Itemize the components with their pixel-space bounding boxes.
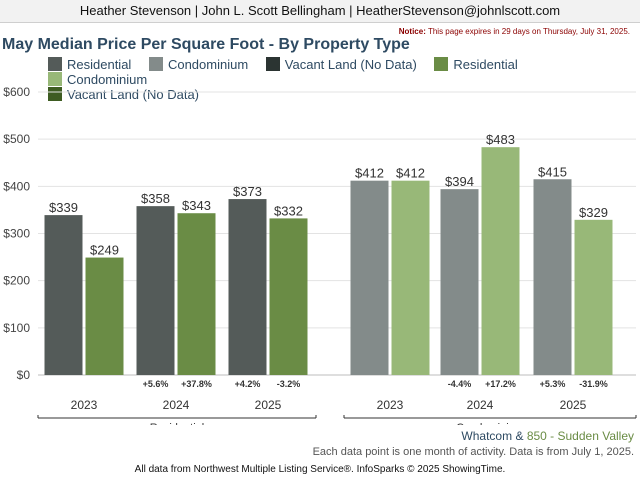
change-label: +17.2% — [485, 379, 516, 389]
bar-area — [440, 189, 479, 375]
change-label: -3.2% — [277, 379, 301, 389]
legend-label: Residential — [67, 57, 132, 72]
region-area-name: Whatcom — [461, 429, 513, 443]
bar-value-label: $343 — [182, 198, 211, 213]
group-label: Condominium — [456, 422, 524, 425]
chart-title: May Median Price Per Square Foot - By Pr… — [2, 36, 410, 53]
bar-value-label: $412 — [396, 166, 425, 181]
change-label: +5.3% — [540, 379, 566, 389]
region-sub-area-name: 850 - Sudden Valley — [526, 429, 634, 443]
legend-item-area-condominium: Condominium — [148, 57, 249, 72]
legend-swatch — [434, 57, 449, 71]
bar-area — [228, 199, 267, 375]
legend-item-area-vacant-land: Vacant Land (No Data) — [265, 57, 417, 72]
change-label: -31.9% — [579, 379, 608, 389]
notice-label: Notice: — [398, 27, 426, 36]
bar-area — [44, 215, 83, 375]
x-year-label: 2024 — [467, 398, 494, 412]
legend-swatch — [48, 57, 62, 71]
bar-value-label: $415 — [538, 164, 567, 179]
x-year-label: 2023 — [71, 398, 98, 412]
notice-text: This page expires in 29 days on Thursday… — [427, 27, 630, 36]
legend-item-area-residential: Residential — [48, 57, 131, 72]
bar-value-label: $339 — [49, 200, 78, 215]
bar-value-label: $249 — [90, 243, 119, 258]
group-label: Residential — [150, 422, 204, 425]
legend-label: Condominium — [67, 72, 148, 87]
bar-value-label: $329 — [579, 205, 608, 220]
bar-sub — [85, 257, 124, 375]
y-tick-label: $600 — [3, 85, 30, 99]
legend-item-sub-residential: Residential — [434, 57, 518, 72]
legend-swatch — [48, 72, 62, 86]
y-tick-label: $100 — [3, 321, 30, 335]
bar-sub — [574, 219, 613, 375]
y-tick-label: $0 — [17, 368, 31, 382]
region-separator: & — [515, 429, 524, 443]
x-year-label: 2025 — [560, 398, 587, 412]
legend-item-sub-condominium: Condominium — [48, 72, 147, 87]
chart-legend: Residential Condominium Vacant Land (No … — [48, 57, 608, 102]
data-source-footer: All data from Northwest Multiple Listing… — [134, 464, 506, 475]
bar-value-label: $358 — [141, 191, 170, 206]
bar-value-label: $412 — [355, 166, 384, 181]
legend-label: Vacant Land (No Data) — [67, 87, 199, 102]
change-label: +4.2% — [235, 379, 261, 389]
bar-chart: $0 $100 $200 $300 $400 $500 $600 $339 $249 2023 $3… — [3, 85, 637, 425]
bar-sub — [481, 147, 520, 375]
legend-item-sub-vacant-land: Vacant Land (No Data) — [48, 87, 199, 102]
legend-swatch — [48, 87, 62, 101]
agent-contact-text: Heather Stevenson | John L. Scott Bellin… — [79, 3, 561, 18]
agent-contact-header: Heather Stevenson | John L. Scott Bellin… — [0, 0, 640, 23]
x-year-label: 2024 — [163, 398, 190, 412]
y-tick-label: $500 — [3, 132, 30, 146]
bar-area — [350, 180, 389, 375]
x-year-label: 2025 — [255, 398, 282, 412]
bar-area — [533, 179, 572, 375]
expiry-notice: Notice: This page expires in 29 days on … — [399, 27, 630, 36]
bar-value-label: $373 — [233, 184, 262, 199]
bar-area — [136, 206, 175, 375]
bar-sub — [177, 213, 216, 375]
y-tick-label: $300 — [3, 227, 30, 241]
region-label: Whatcom & 850 - Sudden Valley — [461, 429, 634, 443]
legend-swatch — [148, 57, 163, 71]
data-note: Each data point is one month of activity… — [312, 446, 634, 458]
change-label: +5.6% — [143, 379, 169, 389]
legend-label: Residential — [453, 57, 518, 72]
bar-sub — [269, 218, 308, 375]
change-label: -4.4% — [448, 379, 472, 389]
bar-value-label: $332 — [274, 203, 303, 218]
bar-value-label: $394 — [445, 174, 474, 189]
y-tick-label: $400 — [3, 179, 30, 193]
change-label: +37.8% — [181, 379, 212, 389]
x-year-label: 2023 — [377, 398, 404, 412]
legend-label: Condominium — [167, 57, 249, 72]
bar-value-label: $483 — [486, 132, 515, 147]
legend-label: Vacant Land (No Data) — [284, 57, 417, 72]
bar-sub — [391, 180, 430, 375]
legend-swatch — [265, 57, 280, 71]
y-tick-label: $200 — [3, 274, 30, 288]
